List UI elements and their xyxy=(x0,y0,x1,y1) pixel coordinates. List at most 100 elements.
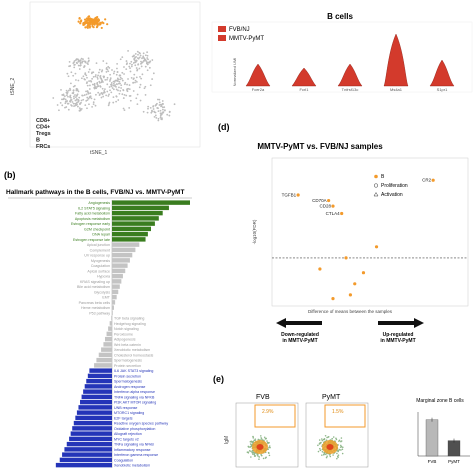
hallmark-category-label: MYC targets v2 xyxy=(114,437,139,441)
tsne-point xyxy=(75,79,77,81)
tsne-point xyxy=(69,87,71,90)
tsne-b-point xyxy=(99,21,102,24)
flow-dot xyxy=(260,438,263,440)
hallmark-bar xyxy=(112,210,163,216)
hallmark-category-label: MTORC1 signaling xyxy=(114,411,144,415)
tsne-point xyxy=(119,74,122,77)
tsne-point xyxy=(144,58,147,61)
hallmark-category-label: Inflammatory response xyxy=(114,448,151,452)
tsne-y-axis-label: tSNE_2 xyxy=(10,78,16,95)
tsne-point xyxy=(116,67,118,70)
tsne-point xyxy=(166,113,169,116)
tsne-point xyxy=(112,82,115,85)
tsne-point xyxy=(93,86,96,89)
tsne-point xyxy=(144,54,147,57)
tsne-point xyxy=(101,80,103,83)
tsne-b-point xyxy=(89,19,92,22)
tsne-point xyxy=(128,84,131,86)
flow-dot xyxy=(249,440,252,443)
hallmark-category-label: DNA repair xyxy=(92,233,110,237)
tsne-point xyxy=(83,60,85,63)
tsne-point xyxy=(139,83,142,86)
tsne-point xyxy=(122,97,125,99)
violin-legend-fvb: FVB/NJ xyxy=(229,27,250,33)
tsne-point xyxy=(77,105,79,108)
violin-y-label: Normalized UMI xyxy=(232,58,237,87)
tsne-point xyxy=(139,99,142,102)
tsne-point xyxy=(154,111,157,114)
tsne-point xyxy=(141,57,143,60)
hallmark-category-label: Pancreas beta cells xyxy=(79,301,111,305)
tsne-point xyxy=(110,91,113,94)
violin-shape xyxy=(291,67,317,87)
tsne-point xyxy=(83,94,86,96)
tsne-point xyxy=(72,102,75,105)
tsne-point xyxy=(157,110,160,113)
tsne-point xyxy=(90,97,93,100)
tsne-point xyxy=(71,105,73,107)
hallmark-bar xyxy=(112,231,148,237)
hallmark-bar xyxy=(62,452,112,457)
tsne-point xyxy=(119,78,122,81)
tsne-b-point xyxy=(79,22,82,25)
flow-dot xyxy=(340,437,343,439)
tsne-point xyxy=(134,59,136,62)
tsne-point xyxy=(158,98,161,101)
hallmark-bar xyxy=(84,384,112,389)
flow-dot xyxy=(325,456,328,459)
hallmark-bar xyxy=(112,310,113,316)
tsne-point xyxy=(67,89,70,92)
tsne-point xyxy=(159,114,162,117)
tsne-point xyxy=(72,89,75,92)
flow-dot xyxy=(258,456,261,458)
tsne-point xyxy=(105,71,108,73)
tsne-point xyxy=(145,62,148,65)
tsne-point xyxy=(108,101,111,104)
tsne-point xyxy=(108,67,111,69)
flow-dot xyxy=(339,444,342,447)
hallmark-category-label: Allograft rejection xyxy=(114,432,142,436)
tsne-point xyxy=(125,60,128,62)
flow-dot xyxy=(268,446,270,449)
flow-dot xyxy=(321,454,323,456)
hallmark-bar xyxy=(103,342,112,347)
hallmark-category-label: P53 pathway xyxy=(89,311,110,315)
tsne-point xyxy=(87,92,90,95)
tsne-point xyxy=(94,75,97,78)
tsne-point xyxy=(64,106,66,109)
tsne-point xyxy=(96,82,98,85)
tsne-point xyxy=(115,85,117,88)
tsne-point xyxy=(149,106,152,109)
tsne-point xyxy=(146,57,149,59)
hallmark-category-label: UV response up xyxy=(84,254,110,258)
tsne-point xyxy=(115,88,118,91)
hallmark-category-label: G2M checkpoint xyxy=(84,227,110,231)
flow-dot xyxy=(268,441,270,444)
flow-gate-value-fvb: 2.9% xyxy=(262,409,274,415)
tsne-point xyxy=(76,101,79,104)
hallmark-category-label: Xenobiotic metabolism xyxy=(114,348,150,352)
hallmark-category-label: Protein secretion xyxy=(114,374,141,378)
scatter-point-label: CD70A xyxy=(312,198,327,203)
flow-dot xyxy=(317,444,319,447)
tsne-point xyxy=(116,77,119,80)
flow-dot xyxy=(257,438,260,441)
tsne-legend-item: CD8+ xyxy=(36,118,50,124)
tsne-point xyxy=(112,96,115,99)
tsne-point xyxy=(88,59,90,62)
tsne-point xyxy=(109,89,111,92)
tsne-point xyxy=(144,65,147,68)
mz-category-label: FVB xyxy=(428,459,437,464)
tsne-point xyxy=(67,95,69,98)
hallmark-bar xyxy=(66,441,112,447)
hallmark-bar xyxy=(101,347,112,352)
hallmark-bar xyxy=(94,363,112,368)
tsne-point xyxy=(129,95,132,97)
tsne-point xyxy=(106,76,109,79)
scatter-point xyxy=(353,282,357,286)
tsne-point xyxy=(156,98,159,101)
tsne-point xyxy=(80,77,83,80)
